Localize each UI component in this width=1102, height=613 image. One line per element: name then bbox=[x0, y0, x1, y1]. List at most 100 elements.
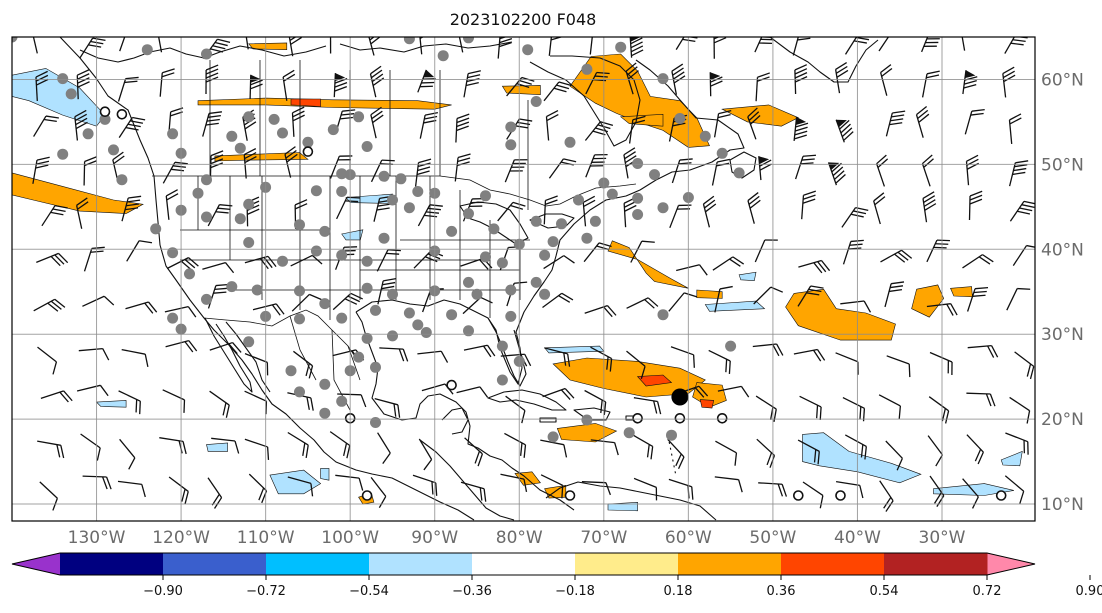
observation-station-marker bbox=[412, 319, 424, 331]
wind-barb bbox=[418, 438, 433, 471]
wind-barb bbox=[879, 480, 894, 512]
wind-barb bbox=[880, 249, 913, 263]
positive-anomaly-region bbox=[785, 288, 896, 341]
observation-station-marker bbox=[294, 285, 305, 297]
wind-barb bbox=[540, 474, 564, 499]
wind-barb bbox=[243, 148, 257, 179]
wind-barb bbox=[754, 37, 774, 53]
observation-station-marker bbox=[539, 288, 551, 300]
calm-wind-marker bbox=[632, 412, 643, 424]
wind-barb bbox=[545, 109, 559, 141]
latitude-labels: 60°N 50°N 40°N 30°N 20°N 10°N bbox=[1041, 70, 1084, 515]
observation-station-marker bbox=[471, 288, 483, 300]
observation-station-marker bbox=[12, 37, 18, 43]
yucatan bbox=[441, 407, 469, 435]
observation-station-marker bbox=[277, 255, 288, 267]
wind-barb bbox=[412, 474, 438, 496]
observation-station-marker bbox=[201, 48, 212, 60]
wind-barb bbox=[926, 303, 958, 316]
wind-barb bbox=[708, 349, 731, 375]
wind-barb bbox=[542, 387, 575, 400]
wind-barb bbox=[500, 473, 528, 493]
observation-station-marker bbox=[530, 215, 542, 227]
wind-barb bbox=[793, 348, 826, 362]
wind-barb bbox=[244, 438, 270, 460]
observation-station-marker bbox=[226, 130, 238, 142]
observation-station-marker bbox=[496, 374, 508, 386]
calm-wind-marker bbox=[835, 490, 846, 501]
positive-anomaly-region bbox=[290, 98, 321, 107]
wind-barb bbox=[929, 351, 953, 375]
observation-station-marker bbox=[184, 268, 195, 280]
wind-barb bbox=[713, 110, 732, 138]
observation-station-marker bbox=[234, 142, 246, 154]
calm-wind-marker bbox=[361, 490, 373, 501]
wind-barb bbox=[801, 190, 816, 220]
wind-barb bbox=[626, 350, 646, 379]
wind-barb bbox=[543, 195, 558, 225]
wind-barb bbox=[840, 300, 872, 313]
wind-barb bbox=[202, 38, 231, 59]
observation-station-marker bbox=[615, 41, 627, 53]
observation-station-marker bbox=[496, 340, 508, 352]
longitude-label: 30°W bbox=[919, 528, 966, 548]
wind-barb bbox=[374, 397, 401, 418]
observation-station-marker bbox=[505, 284, 517, 296]
wind-barb bbox=[966, 434, 984, 465]
wind-barb bbox=[835, 119, 854, 143]
observation-station-marker bbox=[361, 141, 373, 152]
observation-station-marker bbox=[361, 282, 373, 294]
observation-station-marker bbox=[606, 188, 618, 200]
wind-barb bbox=[165, 189, 179, 220]
wind-barb bbox=[121, 348, 149, 368]
wind-barb bbox=[1002, 66, 1016, 98]
south-america-coast bbox=[545, 481, 717, 521]
hudson-bay bbox=[529, 55, 641, 147]
wind-barb bbox=[121, 195, 142, 222]
observation-station-marker bbox=[463, 276, 474, 288]
colorbar-segment bbox=[60, 553, 164, 575]
colorbar-tick-label: −0.90 bbox=[143, 584, 183, 599]
colorbar-tick-label: 0.54 bbox=[870, 584, 899, 599]
colorbar-tick-label: 0.72 bbox=[973, 584, 1002, 599]
observation-station-marker bbox=[243, 336, 255, 348]
observation-station-marker bbox=[581, 414, 593, 426]
observation-station-marker bbox=[167, 128, 179, 140]
observation-station-marker bbox=[632, 192, 644, 204]
observation-station-marker bbox=[201, 211, 212, 223]
observation-station-marker bbox=[539, 249, 551, 261]
wind-barb bbox=[41, 205, 68, 227]
gulf-of-california bbox=[225, 321, 271, 393]
colorbar-segment bbox=[472, 553, 576, 575]
colorbar-segment bbox=[163, 553, 267, 575]
colorbar-tick-label: −0.18 bbox=[555, 584, 595, 599]
lat-lon-gridlines bbox=[12, 37, 1035, 521]
wind-barb bbox=[921, 154, 934, 187]
wind-barb bbox=[590, 439, 619, 456]
wind-barb bbox=[290, 254, 323, 267]
wind-barb bbox=[543, 81, 572, 102]
observation-station-marker bbox=[480, 190, 491, 202]
wind-barb bbox=[377, 278, 397, 305]
observation-station-marker bbox=[547, 236, 559, 248]
wind-barb bbox=[747, 107, 761, 140]
newfoundland bbox=[729, 151, 757, 179]
wind-barb bbox=[33, 298, 66, 312]
longitude-label: 90°W bbox=[411, 528, 458, 548]
observation-station-marker bbox=[319, 225, 331, 237]
florida bbox=[487, 317, 527, 387]
latitude-label: 10°N bbox=[1041, 495, 1084, 515]
arctic-islands-2 bbox=[339, 41, 513, 53]
wind-barb bbox=[584, 121, 614, 141]
wind-barb bbox=[379, 347, 409, 362]
latitude-label: 60°N bbox=[1041, 70, 1084, 90]
observation-station-marker bbox=[446, 225, 458, 237]
wind-barb bbox=[166, 257, 199, 271]
observation-station-marker bbox=[437, 50, 449, 62]
wind-barb bbox=[927, 435, 944, 467]
wind-barb bbox=[118, 390, 141, 415]
wind-barb bbox=[457, 37, 464, 53]
map-frame bbox=[11, 36, 1036, 522]
colorbar-tick-label: 0.90 bbox=[1076, 584, 1102, 599]
wind-barb bbox=[1008, 160, 1029, 187]
